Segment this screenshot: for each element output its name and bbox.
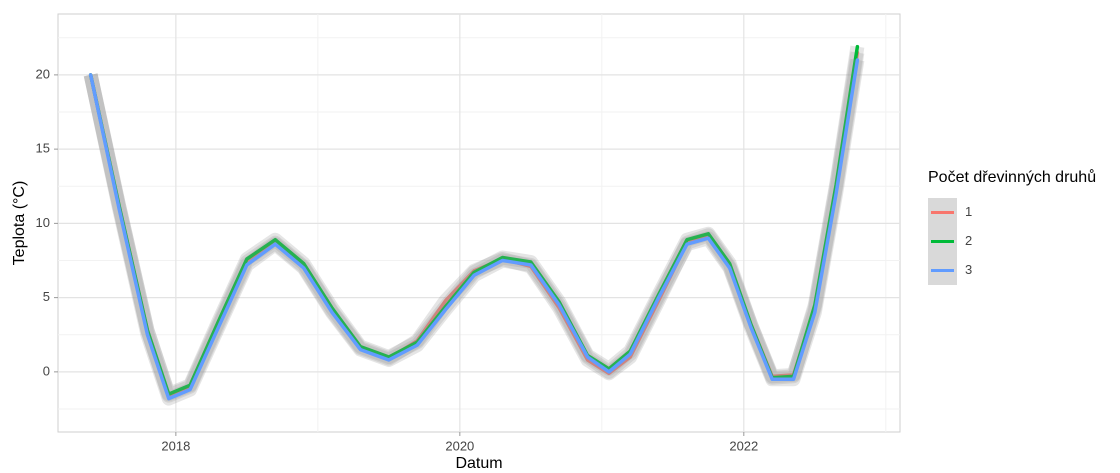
y-tick-label: 0 [43, 363, 50, 378]
x-tick-label: 2022 [729, 438, 758, 453]
x-axis-title: Datum [455, 455, 502, 472]
y-tick-label: 15 [36, 141, 50, 156]
legend-label: 1 [965, 204, 972, 219]
legend-label: 3 [965, 262, 972, 277]
x-tick-label: 2018 [161, 438, 190, 453]
legend-title: Počet dřevinných druhů [928, 168, 1096, 186]
y-tick-label: 10 [36, 215, 50, 230]
y-tick-label: 5 [43, 289, 50, 304]
series-line [88, 58, 860, 401]
x-tick-label: 2020 [445, 438, 474, 453]
y-axis-title: Teplota (°C) [11, 181, 28, 266]
y-tick-label: 20 [36, 66, 50, 81]
legend-label: 2 [965, 233, 972, 248]
